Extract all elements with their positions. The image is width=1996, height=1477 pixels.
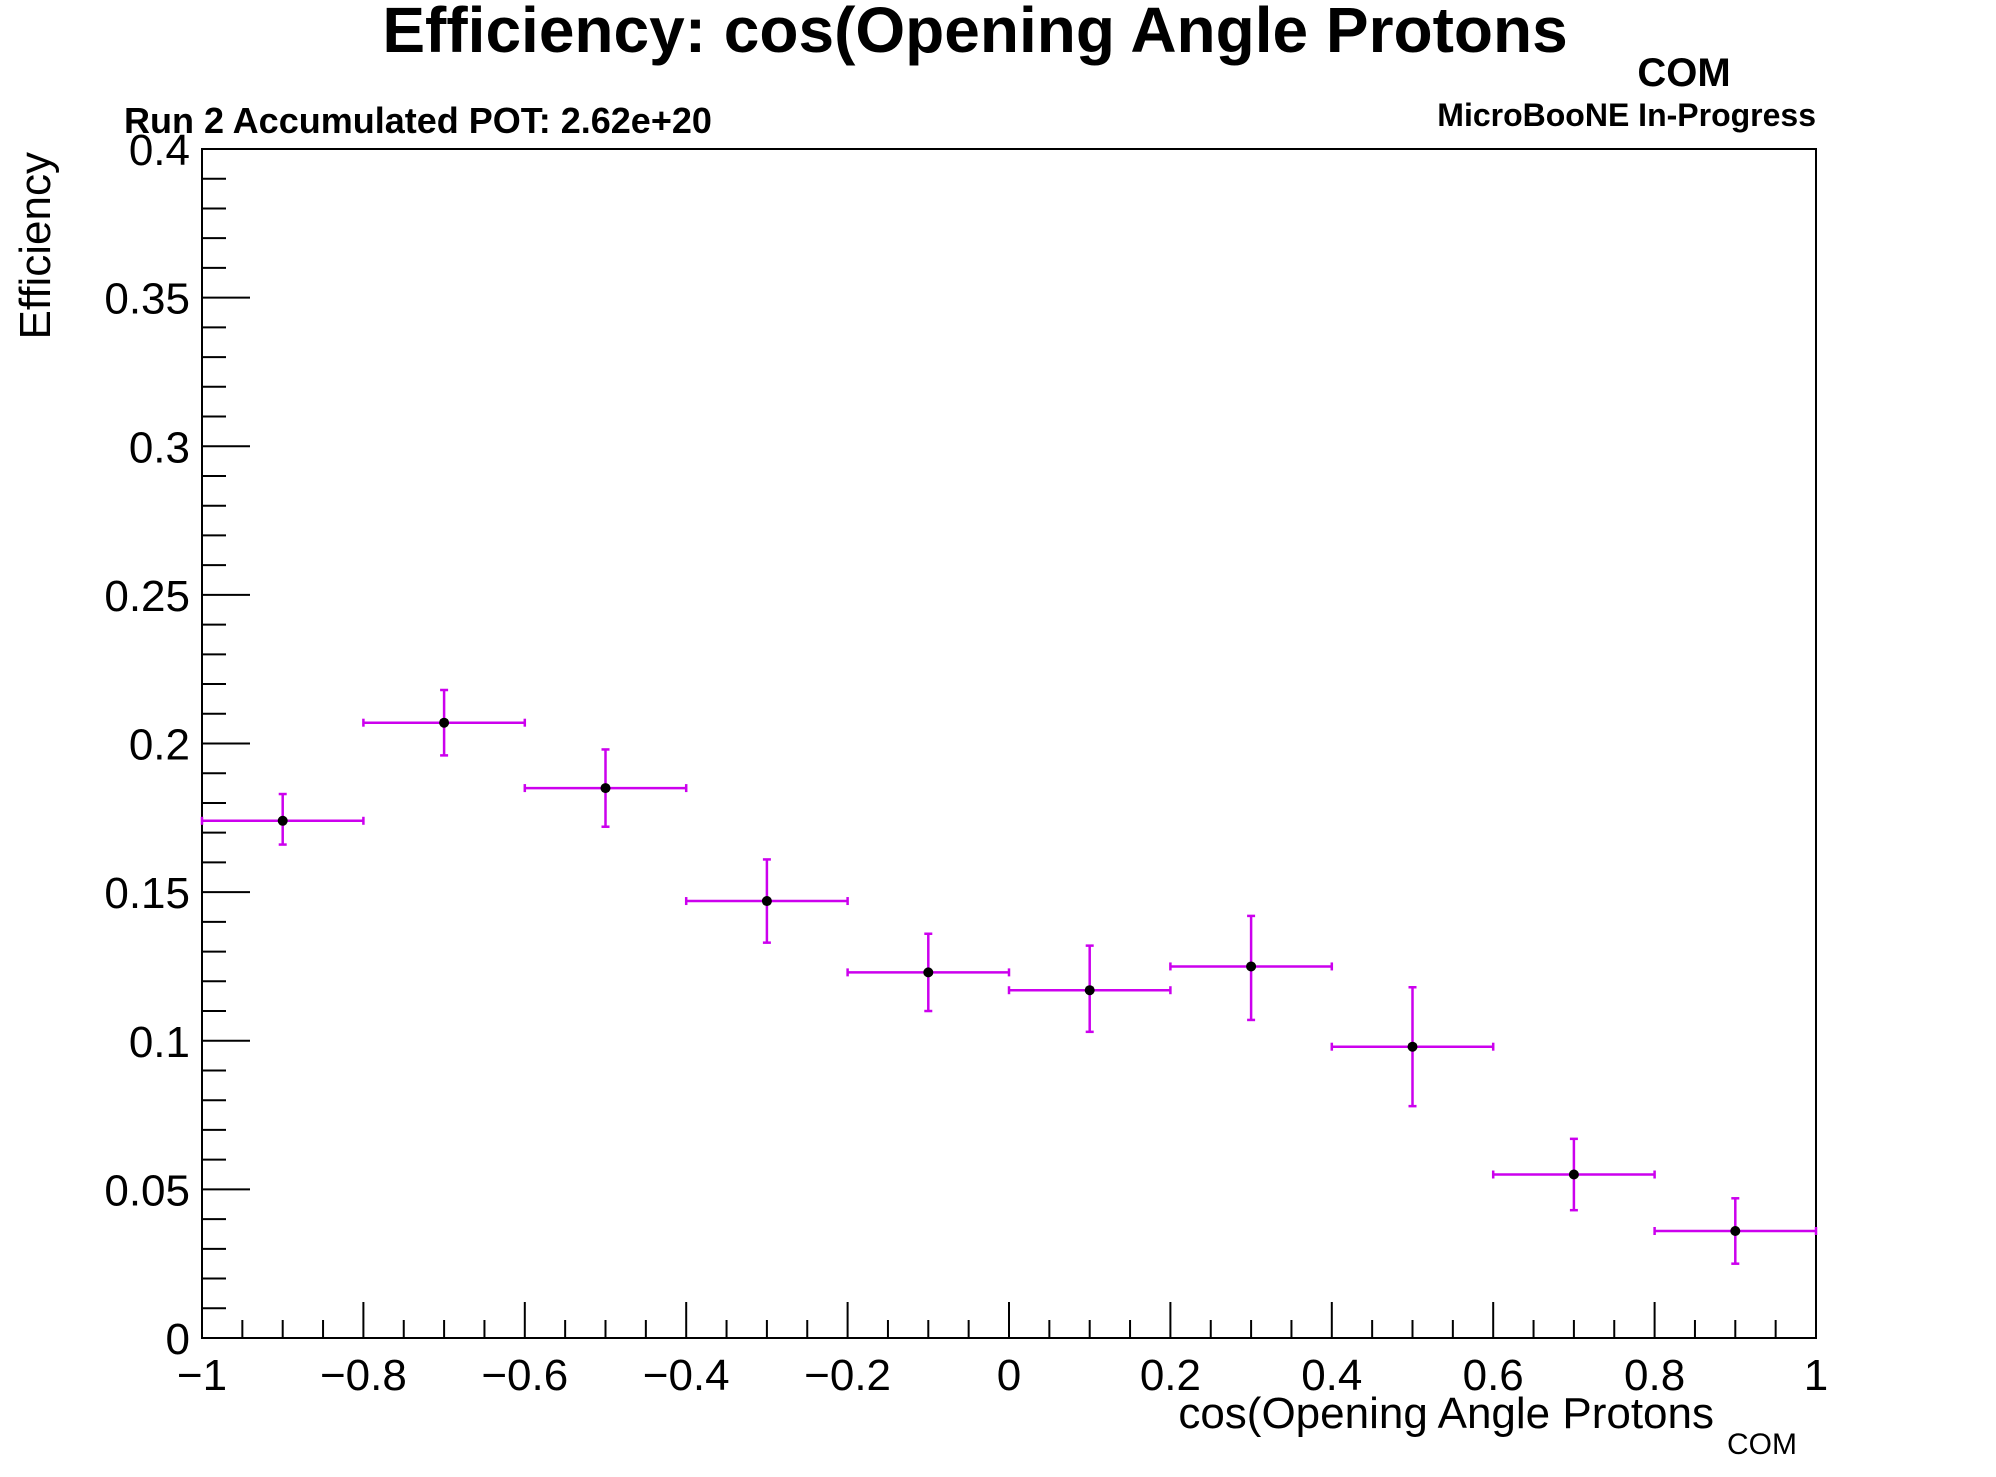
data-marker: [1246, 961, 1257, 972]
chart-title: Efficiency: cos(Opening Angle Protons: [382, 0, 1567, 66]
data-marker: [1407, 1041, 1418, 1052]
x-tick-label: −0.4: [643, 1351, 730, 1400]
y-tick-label: 0: [166, 1315, 190, 1364]
x-tick-label: −1: [177, 1351, 227, 1400]
x-axis-tick-labels: −1 −0.8 −0.6 −0.4 −0.2 0 0.2 0.4 0.6 0.8 1: [177, 1351, 1828, 1400]
chart-title-subscript: COM: [1637, 51, 1730, 95]
data-point: [1653, 1197, 1818, 1265]
x-tick-label: 0.4: [1301, 1351, 1362, 1400]
data-marker: [761, 896, 772, 907]
x-tick-label: 0.6: [1463, 1351, 1524, 1400]
x-tick-label: −0.6: [481, 1351, 568, 1400]
y-axis-ticks: [202, 148, 250, 1339]
data-point: [1330, 985, 1495, 1108]
y-tick-label: 0.4: [129, 126, 190, 175]
y-axis-title: Efficiency: [11, 152, 60, 340]
x-tick-label: −0.8: [320, 1351, 407, 1400]
y-tick-label: 0.35: [104, 275, 190, 324]
x-tick-label: 0.2: [1140, 1351, 1201, 1400]
x-tick-label: 1: [1804, 1351, 1828, 1400]
data-point: [1169, 914, 1334, 1022]
data-points: [200, 688, 1818, 1265]
data-marker: [277, 815, 288, 826]
y-tick-label: 0.25: [104, 572, 190, 621]
microboone-label: MicroBooNE In-Progress: [1437, 97, 1816, 133]
data-marker: [1730, 1225, 1741, 1236]
data-marker: [600, 783, 611, 794]
x-tick-label: 0.8: [1624, 1351, 1685, 1400]
y-axis-tick-labels: 0 0.05 0.1 0.15 0.2 0.25 0.3 0.35 0.4: [104, 126, 190, 1364]
x-tick-label: −0.2: [804, 1351, 891, 1400]
data-marker: [1568, 1169, 1579, 1180]
y-tick-label: 0.2: [129, 721, 190, 770]
x-tick-label: 0: [997, 1351, 1021, 1400]
data-marker: [439, 717, 450, 728]
x-axis-ticks: [201, 1302, 1817, 1338]
y-tick-label: 0.05: [104, 1166, 190, 1215]
data-marker: [923, 967, 934, 978]
data-point: [684, 858, 849, 944]
x-axis-title: cos(Opening Angle Protons: [1178, 1389, 1714, 1438]
data-point: [362, 688, 527, 757]
y-tick-label: 0.3: [129, 423, 190, 472]
data-point: [1007, 944, 1172, 1034]
data-point: [1491, 1137, 1656, 1212]
y-tick-label: 0.1: [129, 1018, 190, 1067]
data-point: [200, 792, 365, 846]
data-marker: [1084, 985, 1095, 996]
x-axis-title-subscript: COM: [1727, 1428, 1797, 1461]
y-tick-label: 0.15: [104, 869, 190, 918]
data-point: [846, 932, 1011, 1013]
pot-annotation: Run 2 Accumulated POT: 2.62e+20: [124, 100, 712, 141]
data-point: [523, 748, 688, 828]
